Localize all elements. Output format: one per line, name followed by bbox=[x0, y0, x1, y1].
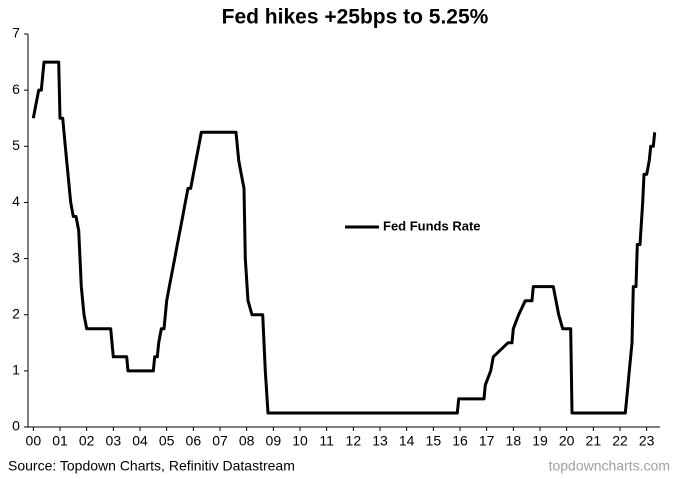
x-tick-label: 13 bbox=[372, 433, 388, 449]
y-tick-label: 5 bbox=[12, 137, 20, 153]
chart-title: Fed hikes +25bps to 5.25% bbox=[222, 6, 489, 29]
y-tick-label: 6 bbox=[12, 81, 20, 97]
y-tick-label: 7 bbox=[12, 25, 20, 41]
x-tick-label: 05 bbox=[159, 433, 175, 449]
x-tick-label: 00 bbox=[26, 433, 42, 449]
x-tick-label: 23 bbox=[639, 433, 655, 449]
watermark: topdowncharts.com bbox=[549, 458, 670, 474]
x-tick-label: 16 bbox=[452, 433, 468, 449]
x-tick-label: 12 bbox=[346, 433, 362, 449]
y-tick-label: 4 bbox=[12, 193, 20, 209]
x-tick-label: 17 bbox=[479, 433, 495, 449]
x-tick-label: 20 bbox=[559, 433, 575, 449]
x-tick-label: 06 bbox=[186, 433, 202, 449]
x-tick-label: 18 bbox=[506, 433, 522, 449]
y-tick-label: 0 bbox=[12, 418, 20, 434]
x-tick-label: 02 bbox=[79, 433, 95, 449]
x-tick-label: 22 bbox=[612, 433, 628, 449]
line bbox=[31, 60, 657, 415]
legend-label: Fed Funds Rate bbox=[383, 218, 481, 233]
x-tick-label: 04 bbox=[132, 433, 148, 449]
y-tick-label: 1 bbox=[12, 362, 20, 378]
x-tick-label: 21 bbox=[586, 433, 602, 449]
x-tick-label: 01 bbox=[52, 433, 68, 449]
x-tick-label: 07 bbox=[212, 433, 228, 449]
x-tick-label: 19 bbox=[532, 433, 548, 449]
x-tick-label: 03 bbox=[106, 433, 122, 449]
x-tick-label: 15 bbox=[426, 433, 442, 449]
x-tick-label: 10 bbox=[292, 433, 308, 449]
x-tick-label: 14 bbox=[399, 433, 415, 449]
y-tick-label: 3 bbox=[12, 249, 20, 265]
source: Source: Topdown Charts, Refinitiv Datast… bbox=[8, 458, 295, 474]
x-tick-label: 09 bbox=[266, 433, 282, 449]
x-tick-label: 11 bbox=[319, 433, 334, 449]
y-tick-label: 2 bbox=[12, 305, 20, 321]
x-tick-label: 08 bbox=[239, 433, 255, 449]
